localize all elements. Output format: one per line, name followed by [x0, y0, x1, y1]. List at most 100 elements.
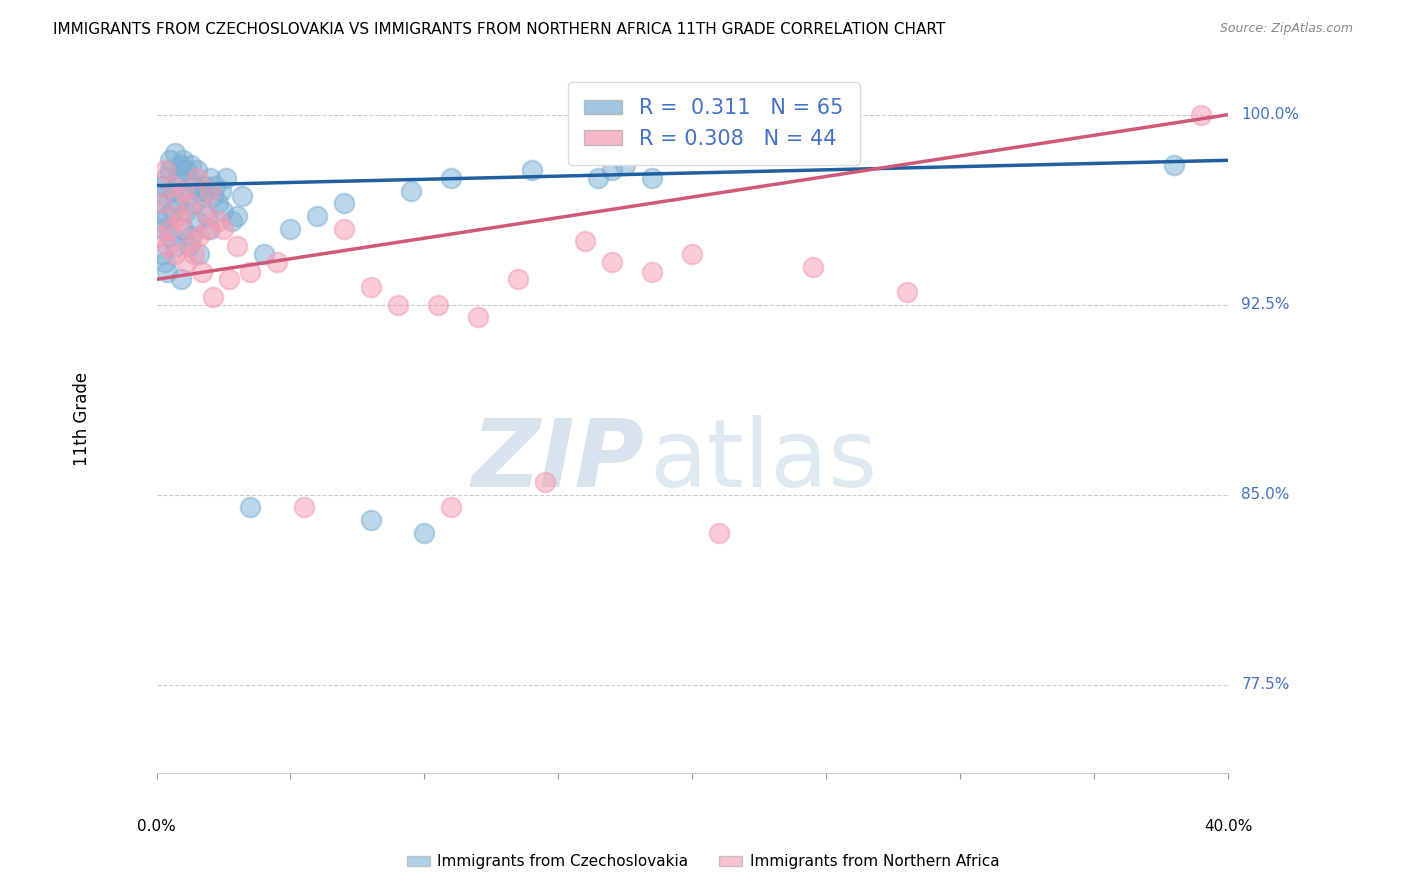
Point	[218, 272, 240, 286]
Point	[801, 260, 824, 274]
Point	[440, 500, 463, 515]
Text: 92.5%: 92.5%	[1241, 297, 1289, 312]
Point	[426, 298, 449, 312]
Point	[177, 171, 200, 186]
Point	[186, 171, 208, 186]
Point	[333, 196, 356, 211]
Point	[614, 158, 637, 172]
Point	[266, 254, 288, 268]
Text: 77.5%: 77.5%	[1241, 677, 1289, 692]
Point	[167, 209, 190, 223]
Point	[152, 221, 174, 235]
Point	[172, 221, 194, 235]
Point	[153, 163, 176, 178]
Point	[153, 254, 176, 268]
Point	[1163, 158, 1185, 172]
Point	[149, 214, 172, 228]
Point	[172, 184, 194, 198]
Point	[520, 163, 543, 178]
Point	[186, 214, 208, 228]
Point	[198, 221, 221, 235]
Point	[150, 247, 173, 261]
Point	[360, 513, 382, 527]
Point	[159, 229, 181, 244]
Point	[191, 188, 214, 202]
Point	[215, 171, 238, 186]
Point	[534, 475, 557, 489]
Point	[600, 163, 623, 178]
Point	[177, 239, 200, 253]
Point	[204, 178, 226, 193]
Point	[641, 171, 664, 186]
Point	[156, 265, 179, 279]
Point	[177, 196, 200, 211]
Point	[212, 204, 235, 219]
Text: 40.0%: 40.0%	[1204, 819, 1253, 834]
Point	[153, 188, 176, 202]
Text: 11th Grade: 11th Grade	[73, 372, 90, 466]
Point	[191, 265, 214, 279]
Point	[253, 247, 276, 261]
Point	[165, 247, 187, 261]
Point	[180, 235, 202, 249]
Point	[156, 239, 179, 253]
Point	[183, 247, 205, 261]
Point	[188, 184, 211, 198]
Point	[174, 163, 197, 178]
Text: 0.0%: 0.0%	[138, 819, 176, 834]
Point	[186, 163, 208, 178]
Text: ZIP: ZIP	[471, 415, 644, 508]
Point	[600, 254, 623, 268]
Point	[174, 254, 197, 268]
Point	[239, 500, 262, 515]
Point	[198, 184, 221, 198]
Legend: Immigrants from Czechoslovakia, Immigrants from Northern Africa: Immigrants from Czechoslovakia, Immigran…	[401, 848, 1005, 875]
Point	[574, 235, 596, 249]
Point	[183, 178, 205, 193]
Point	[212, 221, 235, 235]
Point	[467, 310, 489, 325]
Point	[201, 290, 224, 304]
Point	[162, 184, 184, 198]
Point	[159, 153, 181, 168]
Point	[162, 204, 184, 219]
Point	[172, 184, 194, 198]
Point	[169, 214, 191, 228]
Point	[148, 229, 170, 244]
Point	[239, 265, 262, 279]
Point	[167, 171, 190, 186]
Point	[180, 229, 202, 244]
Point	[174, 204, 197, 219]
Point	[360, 280, 382, 294]
Point	[155, 171, 177, 186]
Point	[333, 221, 356, 235]
Text: 100.0%: 100.0%	[1241, 107, 1299, 122]
Point	[194, 204, 217, 219]
Point	[188, 247, 211, 261]
Text: atlas: atlas	[650, 415, 877, 508]
Point	[148, 196, 170, 211]
Point	[707, 525, 730, 540]
Text: Source: ZipAtlas.com: Source: ZipAtlas.com	[1219, 22, 1353, 36]
Point	[150, 178, 173, 193]
Point	[508, 272, 530, 286]
Point	[169, 272, 191, 286]
Point	[172, 153, 194, 168]
Point	[440, 171, 463, 186]
Point	[225, 209, 247, 223]
Point	[197, 209, 219, 223]
Point	[165, 145, 187, 160]
Point	[399, 184, 422, 198]
Legend: R =  0.311   N = 65, R = 0.308   N = 44: R = 0.311 N = 65, R = 0.308 N = 44	[568, 81, 859, 165]
Point	[207, 196, 229, 211]
Point	[198, 171, 221, 186]
Point	[201, 188, 224, 202]
Point	[169, 158, 191, 172]
Point	[180, 158, 202, 172]
Point	[188, 229, 211, 244]
Point	[156, 209, 179, 223]
Point	[413, 525, 436, 540]
Point	[225, 239, 247, 253]
Point	[162, 178, 184, 193]
Point	[221, 214, 243, 228]
